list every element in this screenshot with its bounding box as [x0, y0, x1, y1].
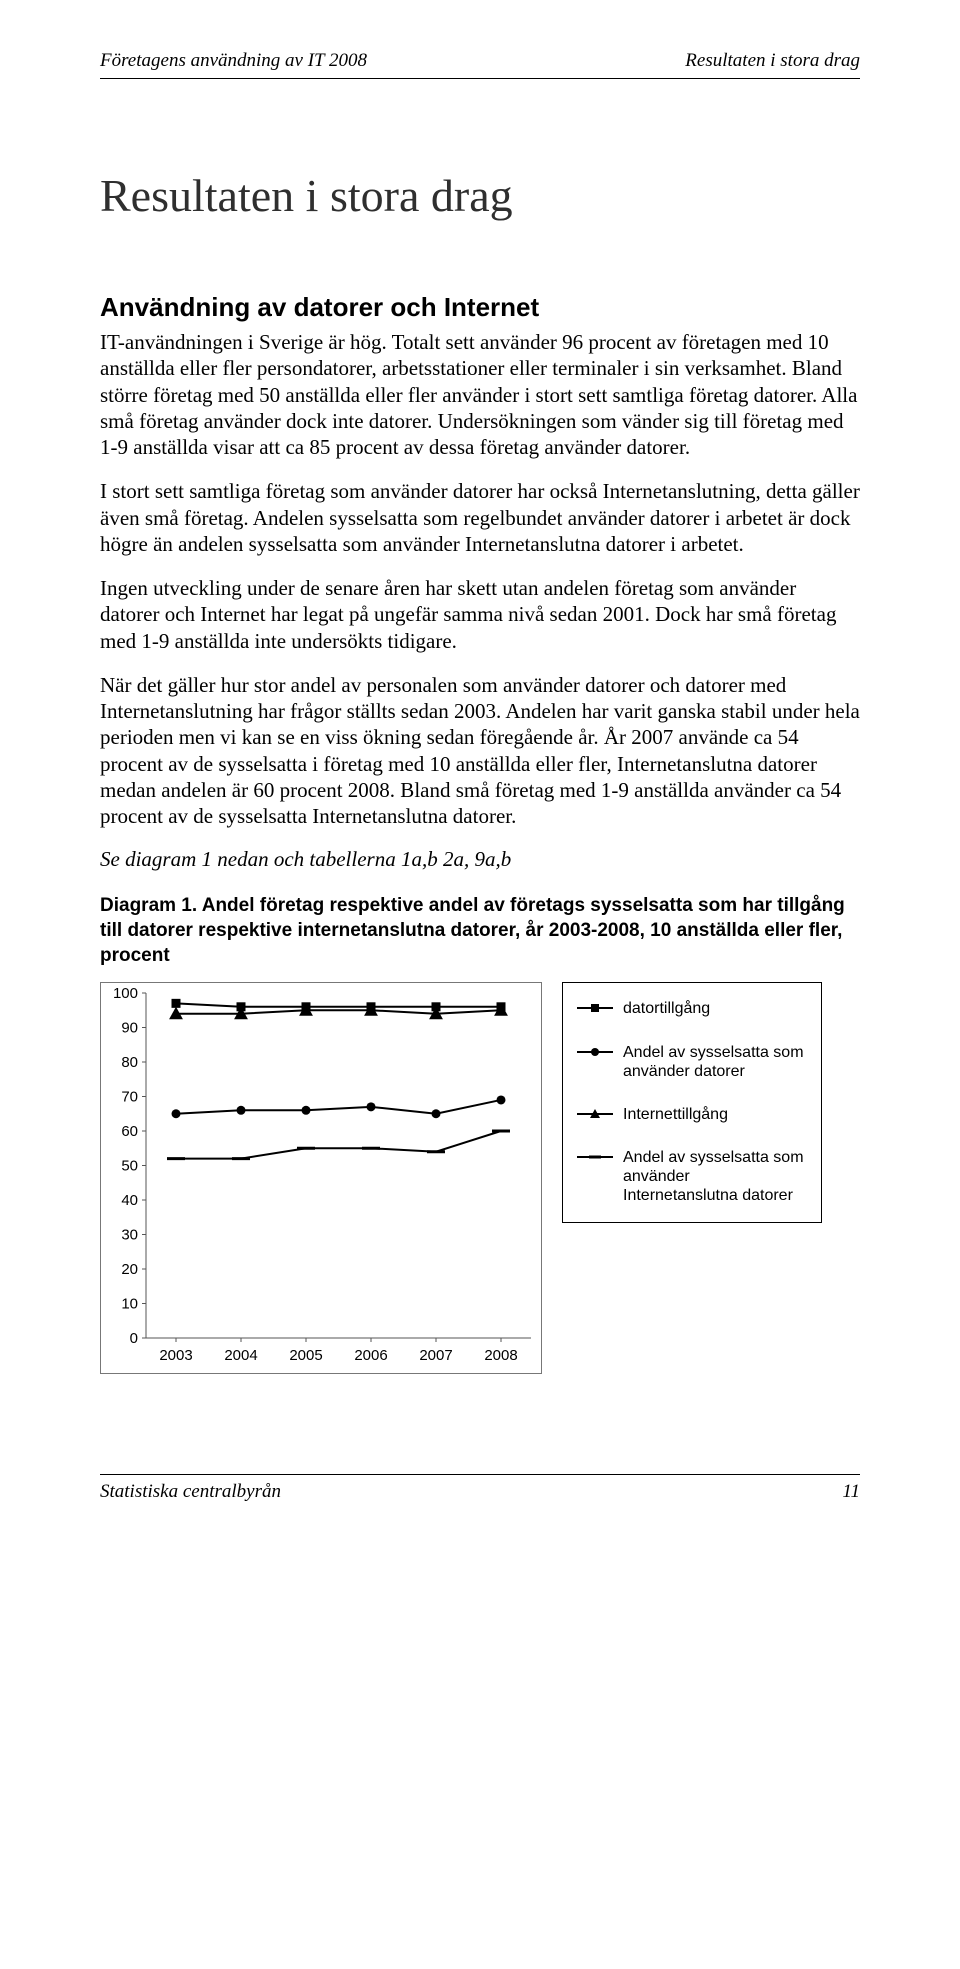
diagram-caption: Diagram 1. Andel företag respektive ande… — [100, 894, 860, 968]
y-tick-label: 20 — [121, 1261, 138, 1278]
x-tick-label: 2004 — [224, 1347, 257, 1364]
legend-item: Andel av sysselsatta som använder datore… — [577, 1043, 807, 1081]
legend-label: Andel av sysselsatta som använder Intern… — [623, 1148, 807, 1206]
legend-item: datortillgång — [577, 999, 807, 1018]
x-tick-label: 2005 — [289, 1347, 322, 1364]
legend-label: Andel av sysselsatta som använder datore… — [623, 1043, 807, 1081]
y-tick-label: 50 — [121, 1158, 138, 1175]
paragraph-2: I stort sett samtliga företag som använd… — [100, 478, 860, 557]
legend-label: datortillgång — [623, 999, 710, 1018]
page-footer: Statistiska centralbyrån 11 — [100, 1474, 860, 1503]
paragraph-1: IT-användningen i Sverige är hög. Totalt… — [100, 329, 860, 460]
y-tick-label: 100 — [113, 985, 138, 1002]
x-tick-label: 2007 — [419, 1347, 452, 1364]
running-head: Företagens användning av IT 2008 Resulta… — [100, 50, 860, 72]
page-title: Resultaten i stora drag — [100, 169, 860, 222]
legend-swatch-icon — [577, 1045, 613, 1059]
y-tick-label: 40 — [121, 1192, 138, 1209]
legend-label: Internettillgång — [623, 1105, 728, 1124]
legend-swatch-icon — [577, 1001, 613, 1015]
legend-item: Internettillgång — [577, 1105, 807, 1124]
footer-publisher: Statistiska centralbyrån — [100, 1481, 281, 1503]
paragraph-3: Ingen utveckling under de senare åren ha… — [100, 575, 860, 654]
y-tick-label: 80 — [121, 1054, 138, 1071]
chart-series-line — [176, 1131, 501, 1159]
running-head-left: Företagens användning av IT 2008 — [100, 50, 367, 72]
x-tick-label: 2006 — [354, 1347, 387, 1364]
y-tick-label: 30 — [121, 1227, 138, 1244]
x-tick-label: 2003 — [159, 1347, 192, 1364]
y-tick-label: 0 — [130, 1330, 138, 1347]
running-head-right: Resultaten i stora drag — [685, 50, 860, 72]
chart-series-line — [176, 1004, 501, 1007]
x-tick-label: 2008 — [484, 1347, 517, 1364]
chart-row: 0 10 20 30 40 50 60 70 80 90 100 2003 2004 2005 2006 20… — [100, 982, 860, 1374]
section-title: Användning av datorer och Internet — [100, 292, 860, 323]
chart-svg: 0 10 20 30 40 50 60 70 80 90 100 2003 2004 2005 2006 20… — [101, 983, 541, 1373]
line-chart: 0 10 20 30 40 50 60 70 80 90 100 2003 2004 2005 2006 20… — [100, 982, 542, 1374]
see-reference: Se diagram 1 nedan och tabellerna 1a,b 2… — [100, 847, 860, 872]
y-tick-label: 60 — [121, 1123, 138, 1140]
chart-legend: datortillgång Andel av sysselsatta som an… — [562, 982, 822, 1222]
header-rule — [100, 78, 860, 79]
footer-page-number: 11 — [842, 1481, 860, 1503]
chart-series-line — [176, 1011, 501, 1014]
y-tick-label: 10 — [121, 1296, 138, 1313]
y-tick-label: 90 — [121, 1020, 138, 1037]
chart-series-line — [176, 1100, 501, 1114]
paragraph-4: När det gäller hur stor andel av persona… — [100, 672, 860, 830]
y-tick-label: 70 — [121, 1089, 138, 1106]
legend-swatch-icon — [577, 1107, 613, 1121]
legend-swatch-icon — [577, 1150, 613, 1164]
page: Företagens användning av IT 2008 Resulta… — [0, 0, 960, 1543]
legend-item: Andel av sysselsatta som använder Intern… — [577, 1148, 807, 1206]
